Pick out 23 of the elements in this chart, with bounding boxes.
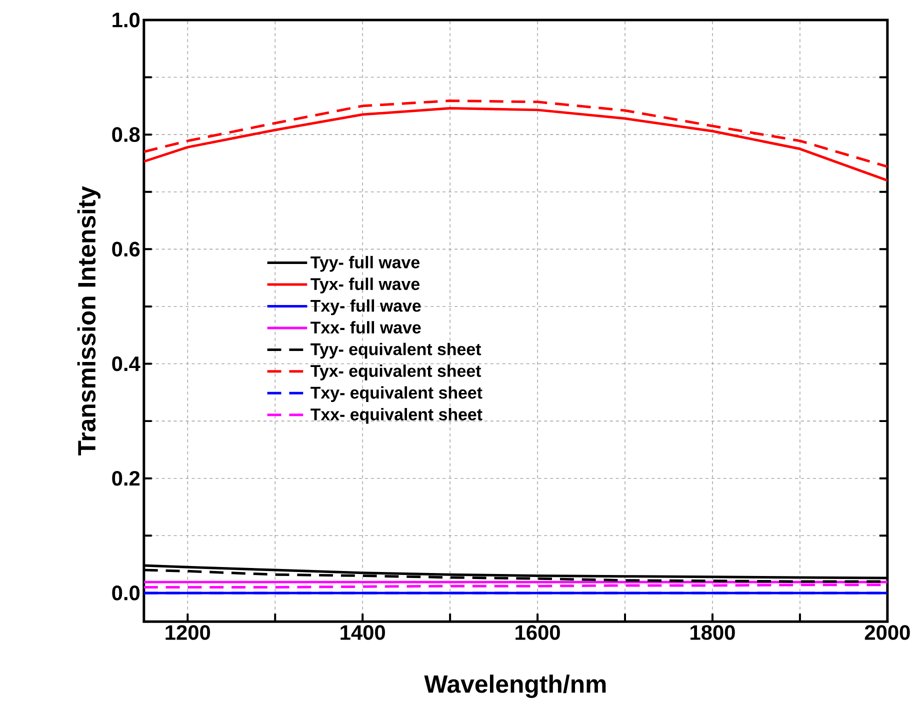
x-tick-label: 1400 [340,625,385,640]
y-tick-label: 0.6 [112,242,140,257]
legend-label: Txy- full wave [310,300,421,316]
y-tick-label: 0.2 [112,471,140,486]
y-axis-title: Transmission Intensity [77,186,101,456]
y-tick-label: 0.8 [112,127,140,142]
x-tick-label: 1600 [516,625,560,640]
line-series [144,107,888,182]
y-tick-label: 0.4 [112,356,140,372]
legend-label: Txx- equivalent sheet [310,408,482,424]
y-tick-label: 1.0 [112,12,140,28]
line-series [144,100,888,168]
x-tick-label: 1800 [690,625,735,640]
x-tick-label: 2000 [864,625,910,640]
legend-label: Tyy- equivalent sheet [310,343,482,359]
legend-label: Txx- full wave [310,321,421,334]
legend-label: Tyx- equivalent sheet [310,364,482,381]
legend-label: Tyy- full wave [310,256,420,272]
x-tick-label: 1200 [166,625,210,640]
legend-label: Tyx- full wave [310,278,420,294]
y-tick-label: 0.0 [112,586,140,601]
x-axis-title: Wavelength/nm [424,674,606,698]
legend-label: Txy- equivalent sheet [310,386,482,402]
